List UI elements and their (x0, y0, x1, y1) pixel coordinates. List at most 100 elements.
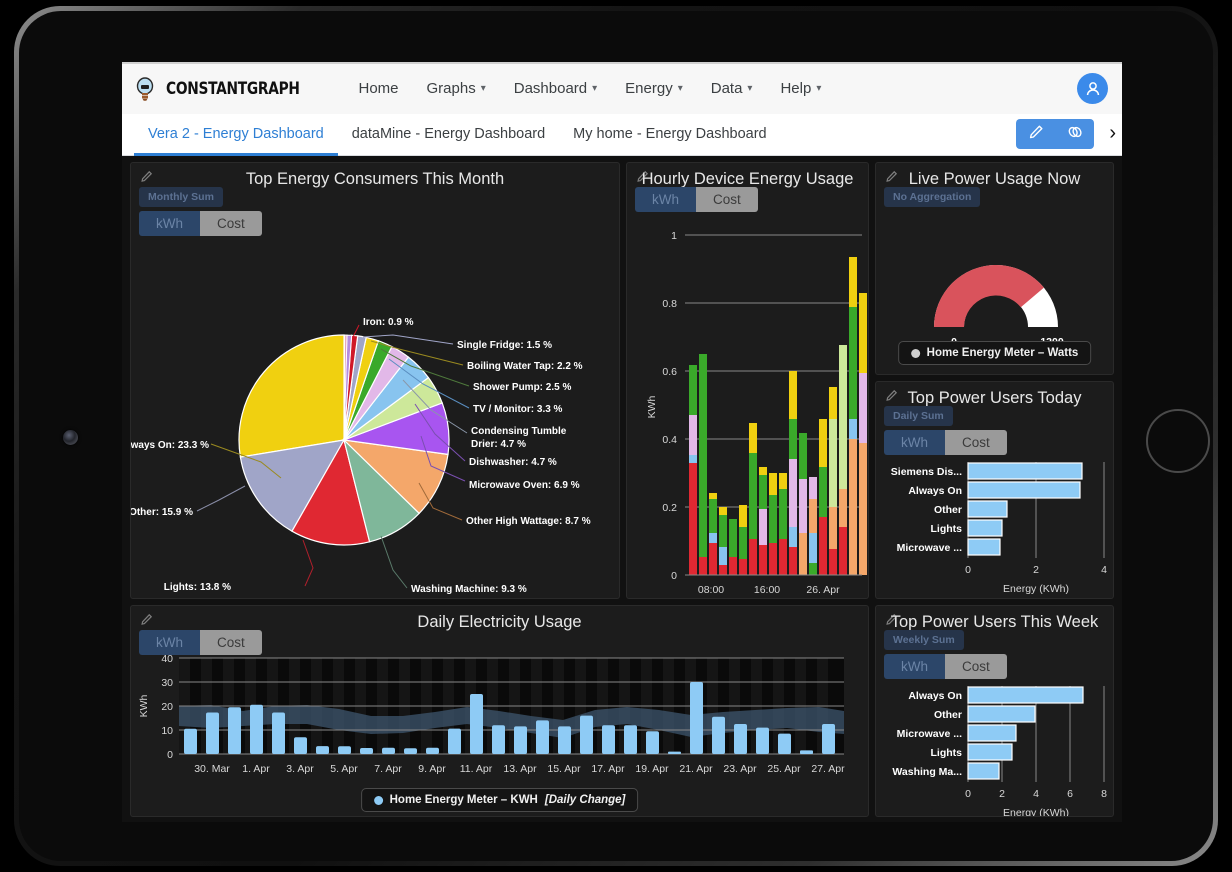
unit-kwh-button[interactable]: kWh (884, 654, 945, 679)
pie-slice-always-on[interactable] (238, 334, 345, 458)
edit-pencil-icon[interactable] (140, 613, 153, 626)
hbar-always-on[interactable] (967, 686, 1084, 704)
xtick: 0 (965, 788, 971, 800)
unit-kwh-button[interactable]: kWh (139, 211, 200, 236)
panel-daily-electricity-usage: Daily Electricity Usage kWh Cost (130, 605, 869, 817)
xtick: 13. Apr (503, 763, 537, 775)
hbar-microwave[interactable] (967, 538, 1001, 556)
xtick: 15. Apr (547, 763, 581, 775)
hourly-bars[interactable] (689, 257, 869, 575)
aggregation-chip[interactable]: Daily Sum (884, 406, 953, 426)
nav-item-energy[interactable]: Energy ▾ (611, 63, 697, 115)
ytick: 40 (161, 654, 173, 665)
edit-pencil-icon[interactable] (140, 170, 153, 183)
top-navbar: CONSTANTGRAPH Home Graphs ▾ Dashboard ▾ … (122, 62, 1122, 114)
hbar-lights[interactable] (967, 743, 1013, 761)
chevron-down-icon: ▾ (816, 83, 822, 94)
ytick: 0.6 (662, 366, 677, 378)
unit-toggle: kWh Cost (884, 654, 1007, 679)
nav-label: Help (780, 80, 812, 97)
panel-top-power-users-week: Top Power Users This Week Weekly Sum kWh… (875, 605, 1114, 817)
unit-cost-button[interactable]: Cost (200, 211, 262, 236)
nav-item-graphs[interactable]: Graphs ▾ (413, 63, 500, 115)
nav-label: Graphs (426, 80, 476, 97)
pie-label-tv-monitor: TV / Monitor: 3.3 % (473, 404, 563, 415)
aggregation-chip[interactable]: No Aggregation (884, 187, 981, 207)
nav-item-data[interactable]: Data ▾ (697, 63, 767, 115)
tab-overflow-chevron[interactable]: › (1109, 122, 1116, 144)
aggregation-chip[interactable]: Weekly Sum (884, 630, 964, 650)
tab-my-home[interactable]: My home - Energy Dashboard (573, 125, 767, 142)
legend-label: Home Energy Meter – Watts (926, 347, 1079, 359)
tablet-home-button[interactable] (1146, 409, 1210, 473)
legend-suffix: [Daily Change] (544, 794, 626, 806)
xtick: 25. Apr (767, 763, 801, 775)
unit-kwh-button[interactable]: kWh (139, 630, 200, 655)
pencil-icon[interactable] (1028, 124, 1044, 145)
pie-label-microwave-oven: Microwave Oven: 6.9 % (469, 480, 580, 491)
hbar-washing-machine[interactable] (967, 762, 1000, 780)
panel-hourly-device-energy: Hourly Device Energy Usage kWh Cost (626, 162, 869, 599)
edit-pencil-icon[interactable] (885, 389, 898, 402)
panel-title: Live Power Usage Now (908, 170, 1081, 188)
hbar-microwave[interactable] (967, 724, 1017, 742)
unit-kwh-button[interactable]: kWh (635, 187, 696, 212)
unit-kwh-button[interactable]: kWh (884, 430, 945, 455)
pie-label-single-fridge: Single Fridge: 1.5 % (457, 340, 552, 351)
xtick: 7. Apr (374, 763, 402, 775)
cat-label: Other (934, 709, 962, 721)
xtick: 9. Apr (418, 763, 446, 775)
nav-label: Home (358, 80, 399, 97)
xtick: 4 (1033, 788, 1039, 800)
gauge-chart[interactable]: 0 1200 (876, 227, 1114, 347)
edit-pencil-icon[interactable] (885, 613, 898, 626)
cat-label: Lights (931, 747, 963, 759)
unit-toggle: kWh Cost (635, 187, 758, 212)
edit-pencil-icon[interactable] (636, 170, 649, 183)
cat-label: Washing Ma... (892, 766, 962, 778)
pie-label-dishwasher: Dishwasher: 4.7 % (469, 457, 557, 468)
xtick: 30. Mar (194, 763, 230, 775)
edit-pencil-icon[interactable] (885, 170, 898, 183)
ytick: 0 (671, 570, 677, 582)
hbar-other[interactable] (967, 500, 1008, 518)
tab-datamine[interactable]: dataMine - Energy Dashboard (351, 125, 546, 142)
chevron-down-icon: ▾ (747, 83, 753, 94)
user-avatar-icon[interactable] (1077, 73, 1108, 104)
brand-logo[interactable]: CONSTANTGRAPH (132, 76, 315, 102)
lightbulb-icon (132, 76, 158, 102)
legend-dot-icon (373, 795, 383, 805)
nav-label: Data (710, 80, 743, 97)
link-icon[interactable] (1067, 124, 1083, 145)
nav-item-dashboard[interactable]: Dashboard ▾ (500, 63, 611, 115)
hbar-siemens-dishwasher[interactable] (967, 462, 1083, 480)
hbar-always-on[interactable] (967, 481, 1081, 499)
unit-cost-button[interactable]: Cost (200, 630, 262, 655)
nav-item-help[interactable]: Help ▾ (766, 63, 835, 115)
ytick: 0.2 (662, 502, 677, 514)
daily-bars[interactable] (184, 682, 835, 754)
hbar-lights[interactable] (967, 519, 1003, 537)
brand-name: CONSTANTGRAPH (166, 79, 300, 99)
unit-cost-button[interactable]: Cost (945, 430, 1007, 455)
hbar-other[interactable] (967, 705, 1036, 723)
panel-title: Hourly Device Energy Usage (641, 170, 854, 188)
nav-item-home[interactable]: Home (345, 63, 413, 115)
pie-slice-small-c[interactable] (343, 334, 346, 441)
gauge-legend[interactable]: Home Energy Meter – Watts (897, 341, 1092, 365)
panel-title: Top Power Users This Week (890, 613, 1099, 631)
aggregation-chip[interactable]: Monthly Sum (139, 187, 223, 207)
daily-legend[interactable]: Home Energy Meter – KWH [Daily Change] (360, 788, 639, 812)
today-hbar-chart: Siemens Dis... Always On Other Lights Mi… (891, 462, 1107, 595)
unit-toggle: kWh Cost (139, 211, 262, 236)
tab-vera-2[interactable]: Vera 2 - Energy Dashboard (134, 114, 338, 156)
panel-live-power-usage: Live Power Usage Now No Aggregation 0 12… (875, 162, 1114, 375)
unit-cost-button[interactable]: Cost (945, 654, 1007, 679)
unit-cost-button[interactable]: Cost (696, 187, 758, 212)
legend-label: Home Energy Meter – KWH (389, 794, 538, 806)
pie-slice-other[interactable] (239, 439, 346, 533)
pie-label-boiling-water-tap: Boiling Water Tap: 2.2 % (467, 361, 583, 372)
nav-label: Dashboard (513, 80, 588, 97)
ytick: 10 (161, 725, 173, 737)
cat-label: Lights (931, 523, 963, 535)
